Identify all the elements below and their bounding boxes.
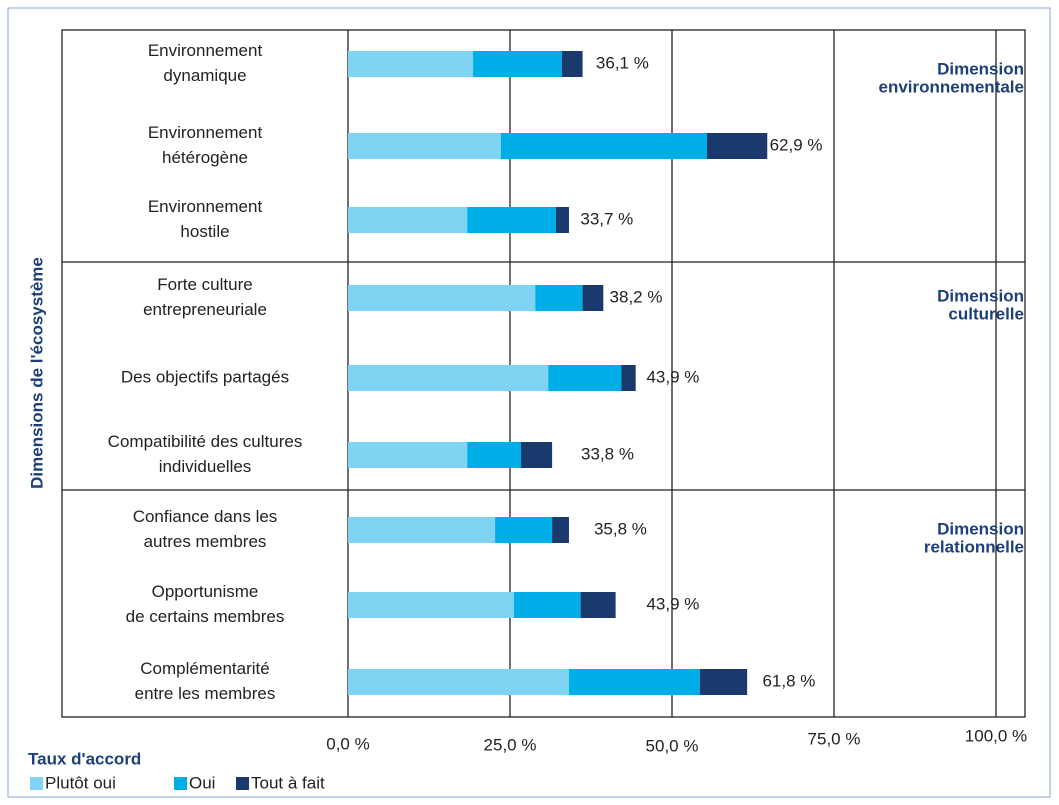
category-label: Complémentarité: [140, 659, 269, 678]
total-label: 35,8 %: [594, 519, 647, 538]
category-label: Opportunisme: [152, 582, 259, 601]
total-label: 62,9 %: [770, 135, 823, 154]
bar-segment: [548, 365, 622, 391]
x-tick-label: 25,0 %: [484, 735, 537, 754]
bar-segment: [621, 365, 636, 391]
x-tick-label: 0,0 %: [326, 734, 369, 753]
legend-label: Oui: [189, 773, 215, 792]
bar-segment: [552, 517, 569, 543]
category-label: Confiance dans les: [133, 507, 278, 526]
bar-segment: [580, 592, 616, 618]
category-label: Environnement: [148, 41, 263, 60]
bar-segment: [535, 285, 583, 311]
legend-swatch: [30, 777, 43, 790]
bar-segment: [348, 285, 536, 311]
bar-segment: [706, 133, 768, 159]
bar-segment: [348, 669, 569, 695]
category-label: Compatibilité des cultures: [108, 432, 303, 451]
bar-segment: [467, 207, 557, 233]
category-label: hétérogène: [162, 148, 248, 167]
bar-segment: [467, 442, 522, 468]
total-label: 43,9 %: [646, 594, 699, 613]
category-label: Environnement: [148, 197, 263, 216]
bar-segment: [521, 442, 553, 468]
group-label: Dimension: [937, 519, 1024, 538]
category-label: Environnement: [148, 123, 263, 142]
y-axis-label: Dimensions de l'écosystème: [27, 257, 46, 489]
bar-segment: [348, 133, 501, 159]
group-label: culturelle: [948, 304, 1024, 323]
group-label: Dimension: [937, 286, 1024, 305]
legend-swatch: [174, 777, 187, 790]
frame: [7, 7, 1051, 798]
bar-segment: [699, 669, 748, 695]
bar-segment: [348, 365, 549, 391]
total-label: 36,1 %: [596, 53, 649, 72]
category-label: entrepreneuriale: [143, 300, 267, 319]
bar-segment: [348, 592, 514, 618]
bar-segment: [561, 51, 583, 77]
legend-label: Plutôt oui: [45, 773, 116, 792]
total-label: 33,7 %: [580, 209, 633, 228]
plot-frame: [61, 29, 1026, 718]
x-tick-label: 50,0 %: [646, 736, 699, 755]
category-label: entre les membres: [135, 684, 276, 703]
total-label: 33,8 %: [581, 444, 634, 463]
total-label: 38,2 %: [610, 287, 663, 306]
category-label: dynamique: [163, 66, 246, 85]
category-label: individuelles: [159, 457, 252, 476]
bar-segment: [556, 207, 569, 233]
total-label: 43,9 %: [646, 367, 699, 386]
group-label: environnementale: [879, 77, 1025, 96]
x-tick-label: 100,0 %: [965, 726, 1027, 745]
category-label: de certains membres: [126, 607, 285, 626]
category-label: Forte culture: [157, 275, 252, 294]
bar-segment: [582, 285, 604, 311]
bar-segment: [513, 592, 581, 618]
category-label: hostile: [180, 222, 229, 241]
bar-segment: [348, 51, 474, 77]
legend-title: Taux d'accord: [28, 749, 141, 768]
group-label: relationnelle: [924, 537, 1024, 556]
legend-label: Tout à fait: [251, 773, 325, 792]
bar-segment: [500, 133, 707, 159]
bar-segment: [348, 517, 496, 543]
bar-segment: [348, 207, 468, 233]
bar-segment: [473, 51, 562, 77]
category-label: autres membres: [144, 532, 267, 551]
x-tick-label: 75,0 %: [808, 729, 861, 748]
total-label: 61,8 %: [762, 671, 815, 690]
bar-segment: [348, 442, 468, 468]
group-label: Dimension: [937, 59, 1024, 78]
category-label: Des objectifs partagés: [121, 367, 289, 386]
bar-segment: [568, 669, 700, 695]
bar-segment: [495, 517, 553, 543]
legend-swatch: [236, 777, 249, 790]
